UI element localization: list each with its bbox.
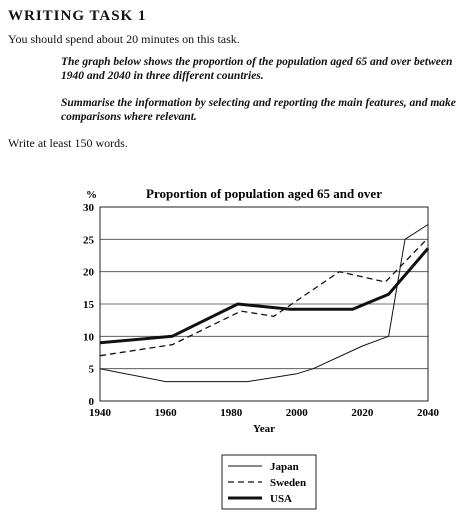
y-axis-label: %: [86, 189, 97, 201]
y-tick-label-20: 20: [83, 267, 95, 279]
x-tick-label-1960: 1960: [155, 407, 178, 419]
task-instruction: Summarise the information by selecting a…: [61, 97, 456, 123]
series-line-japan: [99, 224, 429, 383]
chart-grid: [100, 238, 428, 370]
legend-box: [221, 454, 317, 510]
y-tick-label-0: 0: [89, 396, 95, 408]
y-tick-label-10: 10: [83, 331, 95, 343]
x-tick-label-2000: 2000: [286, 407, 309, 419]
chart-ticks: 0 5 10 15 20 25 30 1940 1960 1980 2000 2020 2040: [83, 202, 440, 419]
chart-legend: Japan Sweden USA: [221, 454, 317, 510]
plot-frame: [99, 206, 429, 402]
x-tick-label-2020: 2020: [351, 407, 374, 419]
x-tick-label-1980: 1980: [220, 407, 243, 419]
time-note: You should spend about 20 minutes on thi…: [8, 32, 240, 46]
x-tick-label-2040: 2040: [417, 407, 440, 419]
chart-series: [99, 224, 430, 383]
task-prompt: The graph below shows the proportion of …: [61, 56, 453, 82]
legend-label-usa: USA: [270, 493, 292, 505]
task-heading: WRITING TASK 1: [8, 8, 147, 24]
chart-title: Proportion of population aged 65 and ove…: [146, 186, 382, 201]
legend-label-japan: Japan: [270, 461, 299, 473]
series-line-sweden: [99, 237, 429, 357]
x-tick-label-1940: 1940: [89, 407, 112, 419]
y-tick-label-5: 5: [89, 364, 95, 376]
y-tick-label-15: 15: [83, 299, 95, 311]
y-tick-label-30: 30: [83, 202, 95, 214]
y-tick-label-25: 25: [83, 234, 95, 246]
chart-axes: [99, 206, 429, 402]
word-count-note: Write at least 150 words.: [8, 136, 128, 150]
series-line-usa: [99, 247, 430, 345]
legend-label-sweden: Sweden: [270, 477, 306, 489]
x-axis-label: Year: [253, 423, 275, 435]
